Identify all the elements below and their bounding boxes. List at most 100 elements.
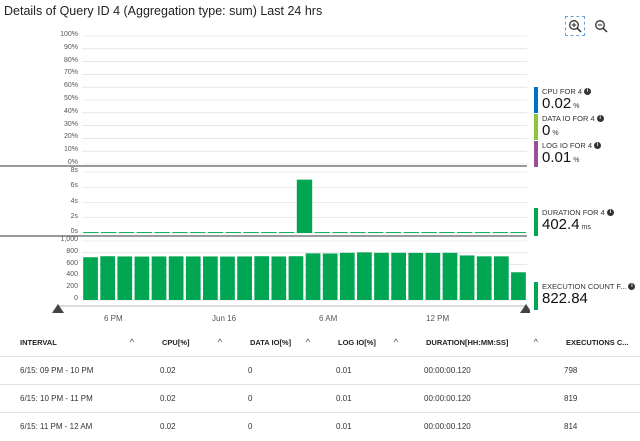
column-header-executions[interactable]: EXECUTIONS C... (566, 338, 629, 348)
cell-data-io: 0 (228, 383, 316, 412)
metric-log-io-value: 0.01 (542, 149, 572, 166)
bar (172, 232, 188, 233)
bar (83, 257, 98, 300)
bar (154, 232, 170, 233)
column-header-cpu[interactable]: CPU[%] ^ (162, 337, 222, 348)
sort-icon[interactable]: ^ (129, 337, 134, 347)
metric-duration-value: 402.4 (542, 216, 580, 233)
metric-cpu-unit: % (573, 103, 580, 110)
y-tick-label: 800 (66, 247, 78, 255)
cell-duration: 00:00:00.120 (404, 411, 544, 440)
metric-execution-count-swatch (534, 282, 538, 310)
cell-cpu: 0.02 (140, 411, 228, 440)
metric-duration-unit: ms (581, 224, 591, 231)
column-header-duration[interactable]: DURATION[HH:MM:SS] ^ (426, 337, 538, 348)
column-header-interval[interactable]: INTERVAL ^ (20, 337, 134, 348)
bar (207, 232, 224, 233)
metric-log-io-label: LOG IO FOR 4 (542, 141, 593, 150)
bar (225, 232, 241, 233)
bar (368, 232, 384, 233)
bar (332, 232, 348, 233)
bar (385, 232, 402, 233)
y-tick-label: 10% (63, 146, 78, 154)
bar (510, 232, 526, 233)
info-icon[interactable]: i (584, 88, 592, 95)
bar (403, 232, 419, 233)
x-tick-label: 12 PM (426, 314, 450, 323)
y-tick-label: 0s (70, 228, 78, 235)
table-row[interactable]: 6/15: 11 PM - 12 AM 0.02 0 0.01 00:00:00… (0, 411, 640, 440)
y-tick-label: 60% (63, 82, 78, 90)
y-tick-label: 50% (63, 95, 78, 102)
bar (101, 232, 117, 233)
info-icon[interactable]: i (596, 115, 604, 122)
zoom-in-icon[interactable] (565, 16, 585, 36)
y-tick-label: 6s (70, 182, 78, 190)
bar (237, 256, 252, 300)
bar (117, 256, 133, 300)
chart-canvas (0, 35, 532, 313)
cell-duration: 00:00:00.120 (404, 355, 544, 384)
column-header-log-io[interactable]: LOG IO[%] ^ (338, 337, 398, 348)
column-header-data-io[interactable]: DATA IO[%] ^ (250, 337, 310, 348)
bar (492, 232, 508, 233)
bar (474, 232, 491, 233)
sort-icon[interactable]: ^ (533, 337, 538, 347)
sort-icon[interactable]: ^ (217, 337, 222, 347)
y-tick-label: 1,000 (60, 236, 78, 243)
x-tick-label: 6 AM (319, 314, 338, 323)
bar (339, 252, 355, 300)
zoom-out-icon[interactable] (591, 16, 611, 36)
bar (261, 232, 277, 233)
bar (314, 232, 330, 233)
y-tick-label: 40% (63, 107, 78, 115)
cell-log-io: 0.01 (316, 355, 404, 384)
bar (243, 232, 259, 233)
bar (511, 272, 526, 300)
bar (118, 232, 135, 233)
metric-log-io-swatch (534, 141, 538, 167)
bar (203, 256, 218, 300)
y-tick-label: 100% (60, 31, 78, 38)
metric-duration-swatch (534, 208, 538, 236)
info-icon[interactable]: i (594, 142, 602, 149)
bar (425, 252, 441, 300)
y-tick-label: 2s (70, 212, 78, 220)
y-tick-label: 4s (70, 197, 78, 205)
sort-icon[interactable]: ^ (393, 337, 398, 347)
bar (185, 256, 201, 300)
y-tick-label: 8s (70, 167, 78, 174)
metric-cpu-label: CPU FOR 4 (542, 87, 583, 96)
metrics-chart: 100% 90% 80% 70% 60% 50% 40% 30% 20% 10% 0% 8s 6s 4s 2… (0, 30, 532, 330)
table-header-row: INTERVAL ^ CPU[%] ^ DATA IO[%] ^ LOG IO[%] ^… (0, 330, 640, 356)
bar (151, 256, 167, 300)
info-icon[interactable]: i (628, 283, 636, 290)
cell-duration: 00:00:00.120 (404, 383, 544, 412)
table-row[interactable]: 6/15: 09 PM - 10 PM 0.02 0 0.01 00:00:00… (0, 355, 640, 384)
cell-log-io: 0.01 (316, 383, 404, 412)
bar (305, 253, 321, 300)
y-tick-label: 70% (63, 69, 78, 77)
bar (476, 256, 492, 300)
sort-icon[interactable]: ^ (305, 337, 310, 347)
bar (374, 252, 389, 300)
bar (459, 255, 475, 300)
metric-duration-label: DURATION FOR 4 (542, 208, 605, 217)
cell-interval: 6/15: 10 PM - 11 PM (0, 383, 140, 412)
bar (83, 232, 99, 233)
cell-data-io: 0 (228, 355, 316, 384)
table-row[interactable]: 6/15: 10 PM - 11 PM 0.02 0 0.01 00:00:00… (0, 383, 640, 412)
y-tick-label: 400 (66, 271, 78, 279)
metric-data-io-unit: % (552, 130, 559, 137)
metric-data-io-label: DATA IO FOR 4 (542, 114, 595, 123)
cell-interval: 6/15: 11 PM - 12 AM (0, 411, 140, 440)
range-start-handle (52, 304, 64, 313)
y-tick-label: 0 (74, 295, 78, 302)
metric-data-io-swatch (534, 114, 538, 140)
info-icon[interactable]: i (606, 209, 614, 216)
bar (442, 252, 458, 300)
cell-interval: 6/15: 09 PM - 10 PM (0, 355, 140, 384)
bar (288, 256, 304, 300)
